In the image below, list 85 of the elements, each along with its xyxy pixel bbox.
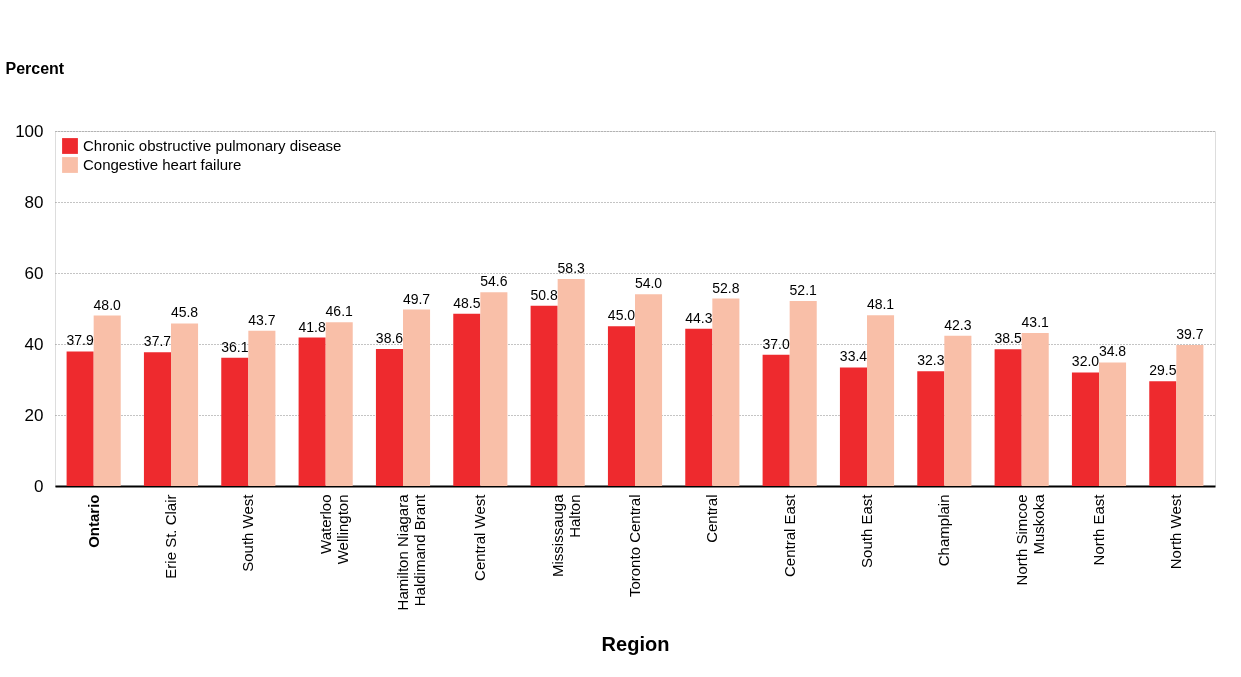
y-tick-label: 20 <box>24 405 44 425</box>
text: 48.1 <box>866 296 895 313</box>
bar <box>221 357 249 486</box>
bar <box>607 326 635 486</box>
y-tick-label: 80 <box>24 192 44 212</box>
text: 38.5 <box>994 330 1022 347</box>
bar <box>1149 381 1177 486</box>
x-tick-label: Ontario <box>84 494 102 548</box>
x-tick-label: North West <box>1167 493 1185 570</box>
x-tick-label: Central East <box>780 493 798 578</box>
bar <box>66 351 94 486</box>
text: 32.3 <box>917 352 945 369</box>
text: 52.8 <box>712 279 740 296</box>
bar <box>789 301 817 486</box>
text: 43.1 <box>1021 313 1049 330</box>
bar <box>839 367 867 486</box>
y-tick-label: 100 <box>15 121 44 141</box>
text: 50.8 <box>530 286 558 303</box>
x-tick-label: Erie St. Clair <box>162 494 179 579</box>
text: 45.8 <box>170 304 199 321</box>
text: 37.7 <box>143 333 172 350</box>
text: 43.7 <box>248 311 276 328</box>
text: 42.3 <box>944 316 972 333</box>
x-tick-label: Champlain <box>935 494 953 567</box>
text: 37.0 <box>762 335 790 352</box>
bar <box>685 328 713 486</box>
x-axis-title: Region <box>601 633 670 656</box>
text: 45.0 <box>607 307 636 324</box>
bar <box>480 292 508 486</box>
text: 58.3 <box>557 260 585 277</box>
bar <box>944 335 972 486</box>
x-tick-label: South West <box>239 493 257 572</box>
text: 54.0 <box>634 275 663 292</box>
bar <box>93 315 121 486</box>
legend-label: Congestive heart failure <box>83 156 242 173</box>
bar <box>1176 345 1204 486</box>
bar <box>635 294 663 486</box>
text: 44.3 <box>685 309 713 326</box>
bar <box>453 313 481 486</box>
bar <box>143 352 171 486</box>
legend-label: Chronic obstructive pulmonary disease <box>83 137 342 154</box>
bar <box>712 298 740 486</box>
bar <box>530 305 558 486</box>
bar <box>1021 333 1049 486</box>
text: 39.7 <box>1176 326 1204 343</box>
x-tick-label: Central West <box>471 493 489 581</box>
y-tick-label: 40 <box>24 334 44 354</box>
y-tick-label: 0 <box>34 476 44 496</box>
bar <box>1071 372 1099 486</box>
text: 46.1 <box>325 303 353 320</box>
bar <box>917 371 945 486</box>
bar <box>171 323 199 486</box>
y-axis-title: Percent <box>5 59 65 77</box>
text: 32.0 <box>1071 353 1100 370</box>
text: 34.8 <box>1098 343 1127 360</box>
x-tick-label: Central <box>703 494 721 543</box>
x-tick-label: North Simcoe Muskoka <box>1012 493 1047 586</box>
bar <box>375 348 403 486</box>
text: 33.4 <box>839 348 868 365</box>
bar <box>1099 362 1127 486</box>
text: 52.1 <box>789 282 817 299</box>
bar <box>298 337 326 486</box>
x-tick-label: South East <box>858 493 875 568</box>
x-tick-label: Toronto Central <box>626 494 643 598</box>
bar <box>248 330 276 486</box>
text: 36.1 <box>221 338 249 355</box>
bar <box>403 309 431 486</box>
text: 48.0 <box>93 296 121 313</box>
text: 49.7 <box>402 290 431 307</box>
x-tick-label: North East <box>1090 493 1107 566</box>
bar <box>867 315 895 486</box>
bar <box>762 354 790 486</box>
bar <box>557 279 585 486</box>
text: 41.8 <box>298 318 326 335</box>
y-tick-label: 60 <box>24 263 44 283</box>
text: 29.5 <box>1149 362 1177 379</box>
text: 37.9 <box>66 332 94 349</box>
x-tick-label: Hamilton Niagara Haldimand Brant <box>394 493 428 611</box>
text: 38.6 <box>375 329 404 346</box>
bar <box>325 322 353 486</box>
bar <box>994 349 1022 486</box>
text: 54.6 <box>480 273 508 290</box>
x-tick-label: Waterloo Wellington <box>316 494 351 565</box>
text: 48.5 <box>453 294 481 311</box>
x-tick-label: Mississauga Halton <box>548 493 583 578</box>
